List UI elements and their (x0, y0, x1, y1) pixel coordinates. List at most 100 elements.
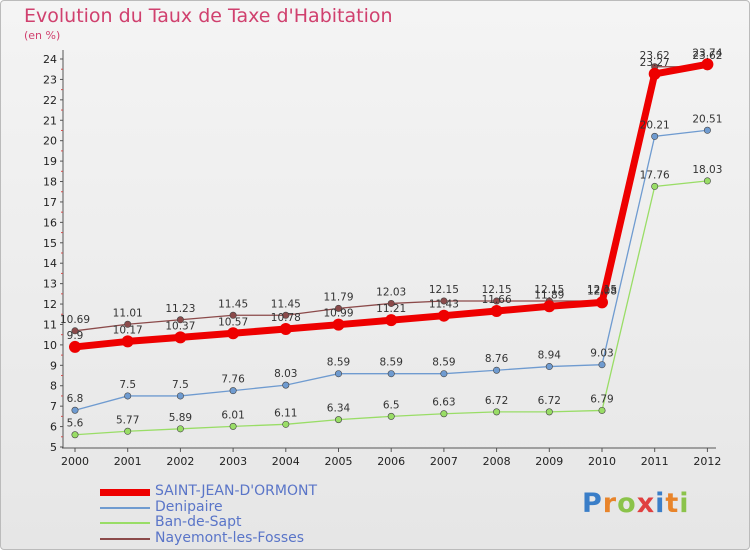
data-point (282, 381, 290, 389)
legend-swatch (100, 537, 150, 540)
logo-letter: P (582, 488, 603, 519)
data-point (596, 296, 608, 309)
data-point (493, 408, 501, 416)
data-label: 6.11 (274, 407, 297, 419)
data-label: 5.89 (169, 412, 192, 424)
data-label: 6.79 (590, 393, 613, 405)
data-label: 12.08 (587, 285, 617, 297)
data-point (490, 304, 503, 317)
data-label: 8.59 (432, 357, 455, 369)
data-point (176, 316, 184, 324)
legend-label: Denipaire (155, 498, 223, 515)
data-point (334, 416, 342, 424)
y-tick-label: 24 (43, 53, 57, 66)
y-tick-label: 8 (50, 380, 57, 393)
data-label: 10.17 (113, 324, 143, 336)
data-label: 12.15 (482, 284, 512, 296)
data-label: 20.21 (640, 119, 670, 131)
x-tick-label: 2000 (61, 455, 89, 468)
data-label: 5.6 (67, 418, 84, 430)
y-tick-label: 23 (43, 73, 57, 86)
y-tick-label: 10 (43, 339, 57, 352)
data-point (124, 427, 132, 435)
y-tick-label: 14 (43, 257, 57, 270)
logo-letter: x (636, 488, 656, 519)
legend-swatch (100, 506, 150, 509)
data-label: 11.89 (534, 289, 564, 301)
data-label: 6.63 (432, 397, 455, 409)
y-tick-label: 11 (43, 318, 57, 331)
chart-title: Evolution du Taux de Taxe d'Habitation (24, 5, 393, 27)
legend-swatch (100, 522, 150, 524)
legend-label: SAINT-JEAN-D'ORMONT (155, 483, 317, 499)
data-label: 11.45 (271, 298, 301, 310)
data-point (385, 314, 398, 327)
data-label: 23.62 (640, 50, 670, 62)
data-point (71, 406, 79, 414)
data-point (648, 67, 661, 80)
data-point (69, 340, 81, 353)
data-point (71, 327, 79, 335)
data-label: 11.01 (113, 307, 143, 319)
proxiti-logo: Proxiti (582, 488, 690, 519)
y-tick-label: 15 (43, 237, 57, 250)
data-point (124, 392, 132, 400)
data-label: 9.03 (590, 348, 613, 360)
data-label: 6.5 (383, 399, 400, 411)
data-label: 9.9 (67, 330, 84, 342)
data-point (651, 132, 659, 140)
y-tick-label: 7 (50, 400, 57, 413)
data-label: 12.15 (534, 284, 564, 296)
data-label: 6.34 (327, 403, 351, 415)
data-label: 11.43 (429, 299, 459, 311)
logo-letter: t (665, 488, 680, 519)
y-tick-label: 16 (43, 216, 57, 229)
data-point (282, 311, 290, 319)
x-tick-label: 2003 (219, 455, 247, 468)
data-label: 23.74 (692, 47, 722, 59)
data-label: 7.76 (221, 374, 245, 386)
x-tick-label: 2005 (325, 455, 353, 468)
data-point (282, 420, 290, 428)
chart-subtitle: (en %) (24, 29, 61, 42)
y-tick-label: 19 (43, 155, 57, 168)
data-label: 23.27 (640, 57, 670, 69)
data-point (334, 370, 342, 378)
data-label: 7.5 (172, 379, 189, 391)
data-label: 20.51 (692, 113, 722, 125)
logo-letter: r (602, 488, 618, 519)
data-label: 6.01 (221, 409, 244, 421)
data-point (440, 410, 448, 418)
data-point (440, 297, 448, 305)
data-label: 8.76 (485, 353, 509, 365)
data-label: 12.03 (376, 286, 406, 298)
data-label: 7.5 (119, 379, 136, 391)
data-point (701, 58, 714, 71)
data-point (387, 299, 395, 307)
x-tick-label: 2004 (272, 455, 300, 468)
x-tick-label: 2001 (114, 455, 142, 468)
data-label: 10.69 (60, 314, 90, 326)
logo-letter: o (617, 488, 637, 519)
data-label: 11.23 (165, 303, 195, 315)
data-point (545, 408, 553, 416)
data-label: 23.62 (692, 50, 722, 62)
y-tick-label: 5 (50, 441, 57, 454)
data-point (493, 297, 501, 305)
legend-label: Ban-de-Sapt (155, 514, 242, 530)
data-point (71, 431, 79, 439)
logo-letter: i (655, 488, 666, 519)
data-point (229, 422, 237, 430)
x-tick-label: 2009 (535, 455, 563, 468)
data-point (703, 126, 711, 134)
data-label: 8.03 (274, 368, 297, 380)
data-point (598, 361, 606, 369)
data-point (387, 370, 395, 378)
data-label: 11.21 (376, 303, 406, 315)
data-point (493, 366, 501, 374)
data-label: 6.72 (538, 395, 561, 407)
data-point (598, 406, 606, 414)
data-point (437, 309, 450, 322)
